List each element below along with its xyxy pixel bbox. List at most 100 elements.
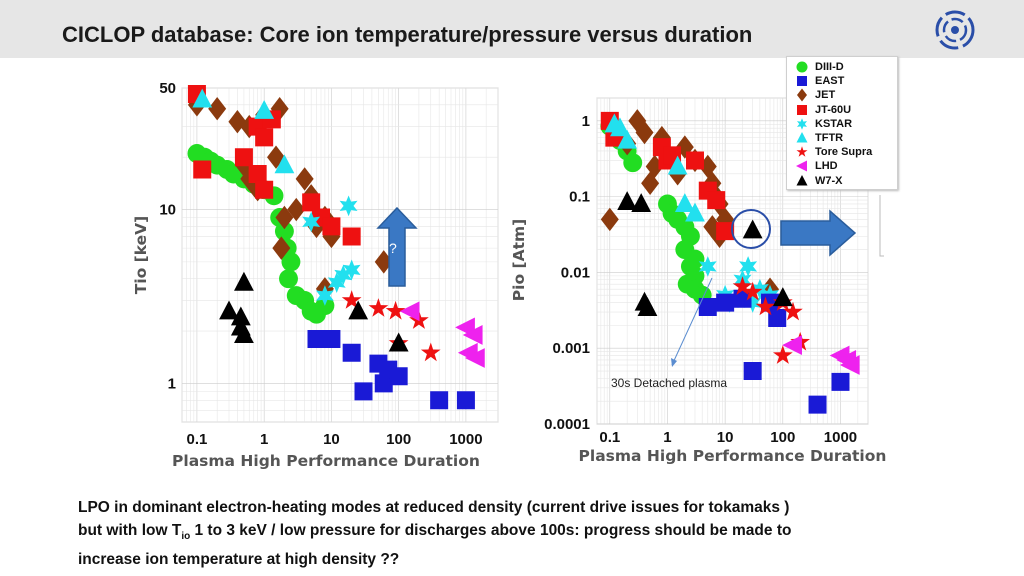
data-point <box>389 367 408 386</box>
slide-title: CICLOP database: Core ion temperature/pr… <box>62 22 753 47</box>
right-arrow-icon <box>780 209 857 257</box>
x-tick-label: 100 <box>386 431 411 448</box>
data-point <box>279 269 298 289</box>
data-point <box>733 289 752 308</box>
data-point <box>739 256 758 277</box>
side-bracket <box>879 195 884 257</box>
data-point <box>354 382 373 401</box>
plot-1: 0.1 1 10 100 1000 1 10 50 Plasma High Performanc… <box>132 80 499 470</box>
data-point <box>716 207 735 232</box>
bottom-text-sub: io <box>181 531 191 543</box>
series-lhd <box>399 301 485 368</box>
data-point <box>456 391 475 410</box>
data-point <box>374 250 393 274</box>
series-w7-x <box>617 191 793 317</box>
data-point <box>302 193 321 212</box>
x-tick-label: 0.1 <box>186 431 207 448</box>
data-point <box>234 271 254 291</box>
data-point <box>707 191 726 210</box>
data-point <box>255 180 274 199</box>
y-axis-label: Pio [Atm] <box>510 219 528 301</box>
legend: DIII-D EAST JET JT-60U KSTAR TFTR Tore Supra LH… <box>786 56 898 190</box>
data-point <box>667 155 688 175</box>
data-point <box>295 167 314 191</box>
data-point <box>743 362 762 381</box>
data-point <box>768 309 787 328</box>
data-point <box>248 165 267 184</box>
plot-area <box>181 87 499 423</box>
x-tick-label: 1 <box>260 431 268 448</box>
series-tftr <box>604 113 705 222</box>
data-point <box>307 330 326 349</box>
logo-icon <box>935 10 975 50</box>
x-tick-label: 1 <box>663 429 671 446</box>
legend-item-lhd: LHD <box>795 159 838 173</box>
series-w7-x <box>219 271 409 352</box>
data-point <box>374 374 393 393</box>
data-point <box>623 153 643 173</box>
data-point <box>839 355 860 375</box>
data-point <box>302 211 321 233</box>
data-point <box>716 222 735 241</box>
data-point <box>342 227 361 246</box>
data-point <box>193 160 212 179</box>
data-point <box>322 330 341 349</box>
y-tick-label: 0.01 <box>561 264 590 281</box>
data-point <box>234 324 254 344</box>
data-point <box>631 193 652 213</box>
legend-item-kstar: KSTAR <box>795 117 852 131</box>
data-point <box>637 297 658 317</box>
data-point <box>230 306 251 326</box>
data-point <box>274 154 295 174</box>
y-tick-label: 1 <box>582 113 590 130</box>
series-tftr <box>192 88 295 174</box>
legend-item-diii-d: DIII-D <box>795 60 844 74</box>
data-point <box>388 332 409 352</box>
y-tick-label: 10 <box>159 202 176 219</box>
y-axis-label: Tio [keV] <box>132 216 150 295</box>
legend-marker-icon <box>796 174 808 186</box>
legend-marker-icon <box>797 118 807 130</box>
annotation-arrowhead <box>671 358 677 367</box>
x-axis-label: Plasma High Performance Duration <box>579 447 887 465</box>
data-point <box>716 293 735 312</box>
up-arrow-icon <box>376 206 418 287</box>
data-point <box>772 287 793 307</box>
data-point <box>698 256 717 277</box>
data-point <box>462 325 483 345</box>
x-axis-label: Plasma High Performance Duration <box>172 452 480 470</box>
x-tick-label: 1000 <box>824 429 857 446</box>
legend-marker-icon <box>797 76 807 87</box>
legend-marker-icon <box>797 88 807 102</box>
legend-marker-icon <box>796 61 808 73</box>
legend-marker-icon <box>797 104 807 115</box>
bottom-text-line3: increase ion temperature at high density… <box>78 551 400 569</box>
legend-label: Tore Supra <box>815 146 873 159</box>
legend-item-tore-supra: Tore Supra <box>795 145 872 159</box>
data-point <box>327 272 346 293</box>
data-point <box>617 191 638 211</box>
legend-label: KSTAR <box>815 117 853 130</box>
legend-label: W7-X <box>815 174 843 187</box>
x-tick-label: 100 <box>770 429 795 446</box>
data-point <box>742 219 763 239</box>
series-kstar <box>302 195 361 306</box>
legend-marker-icon <box>796 160 807 172</box>
bottom-text-line2b: 1 to 3 keV / low pressure for discharges… <box>190 522 792 539</box>
data-point <box>341 290 362 309</box>
data-point <box>368 298 389 317</box>
data-point <box>234 148 253 167</box>
data-point <box>685 151 704 170</box>
legend-item-jet: JET <box>795 88 835 102</box>
legend-marker-icon <box>796 132 808 143</box>
data-point <box>698 297 717 316</box>
data-point <box>219 300 239 320</box>
series-jt-60u <box>600 111 735 241</box>
data-point <box>641 171 660 195</box>
data-point <box>674 193 695 213</box>
data-point <box>732 276 753 295</box>
bottom-text-line1: LPO in dominant electron-heating modes a… <box>78 499 790 516</box>
data-point <box>782 335 802 355</box>
series-east <box>307 330 475 410</box>
